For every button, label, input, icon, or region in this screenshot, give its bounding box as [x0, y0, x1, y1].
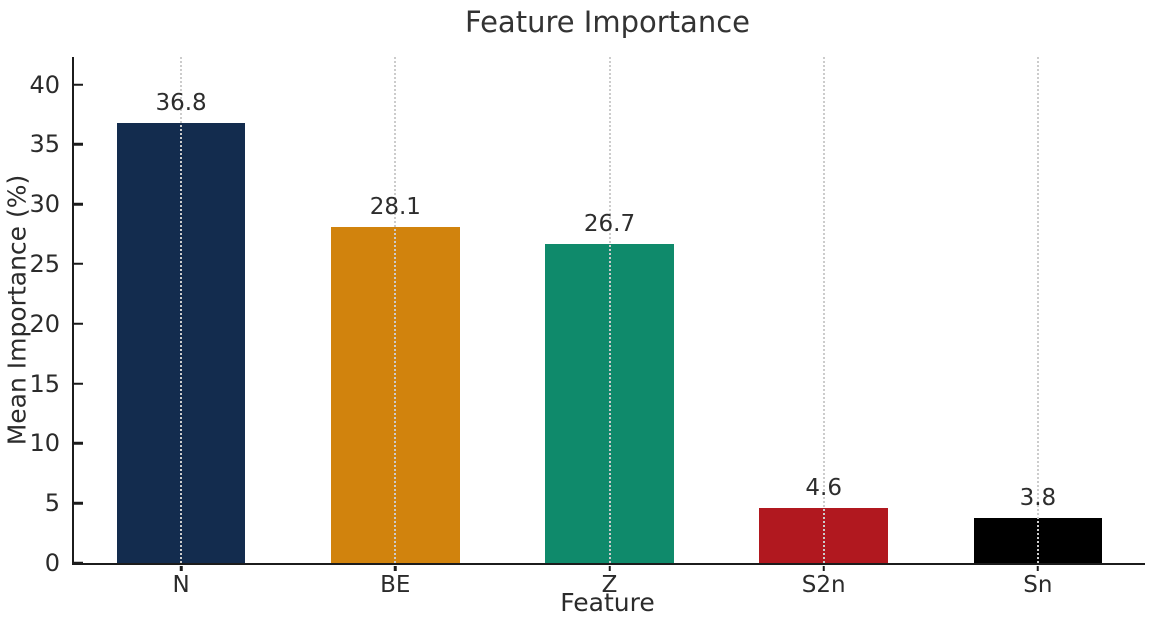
x-tick-label: Sn	[1023, 572, 1053, 598]
y-tick-label: 5	[44, 489, 60, 518]
x-axis-label: Feature	[560, 588, 655, 617]
gridline	[1036, 57, 1039, 563]
x-tick-mark	[608, 565, 611, 571]
y-tick-label: 0	[44, 549, 60, 577]
x-tick-mark	[179, 565, 183, 571]
bar-value-label: 28.1	[369, 193, 421, 220]
gridline	[822, 57, 825, 563]
y-tick-label: 10	[29, 429, 60, 458]
gridline	[394, 57, 397, 563]
bar-value-label: 36.8	[155, 89, 207, 116]
plot-area: 0 5 10 15 20 25 30 35 40 36.8 N 28.1 BE 26.7 Z 4.6 S2n 3.…	[29, 57, 1145, 598]
y-tick-mark	[74, 501, 83, 505]
y-tick-label: 40	[29, 70, 60, 99]
gridline	[180, 57, 183, 563]
y-tick-mark	[74, 561, 83, 565]
y-tick-label: 30	[29, 190, 60, 219]
x-tick-mark	[394, 565, 397, 571]
y-tick-mark	[74, 143, 83, 146]
x-tick-label: Z	[601, 572, 618, 598]
chart-title: Feature Importance	[465, 5, 750, 39]
y-tick-mark	[74, 382, 83, 385]
gridline	[608, 57, 611, 563]
bar-value-label: 26.7	[583, 210, 636, 237]
x-tick-label: S2n	[801, 572, 846, 598]
y-tick-mark	[74, 83, 83, 86]
y-tick-mark	[74, 442, 83, 445]
bar-value-label: 4.6	[805, 474, 842, 501]
y-tick-label: 15	[29, 369, 60, 398]
y-tick-label: 25	[29, 249, 60, 278]
bar-value-label: 3.8	[1019, 484, 1057, 511]
y-tick-mark	[74, 322, 83, 325]
y-tick-label: 20	[29, 309, 60, 338]
x-tick-label: BE	[380, 572, 411, 598]
y-tick-label: 35	[29, 130, 60, 159]
y-tick-mark	[74, 262, 83, 266]
y-tick-mark	[74, 202, 83, 206]
x-tick-label: N	[172, 572, 190, 598]
x-tick-mark	[1036, 565, 1040, 571]
x-tick-mark	[822, 565, 825, 571]
